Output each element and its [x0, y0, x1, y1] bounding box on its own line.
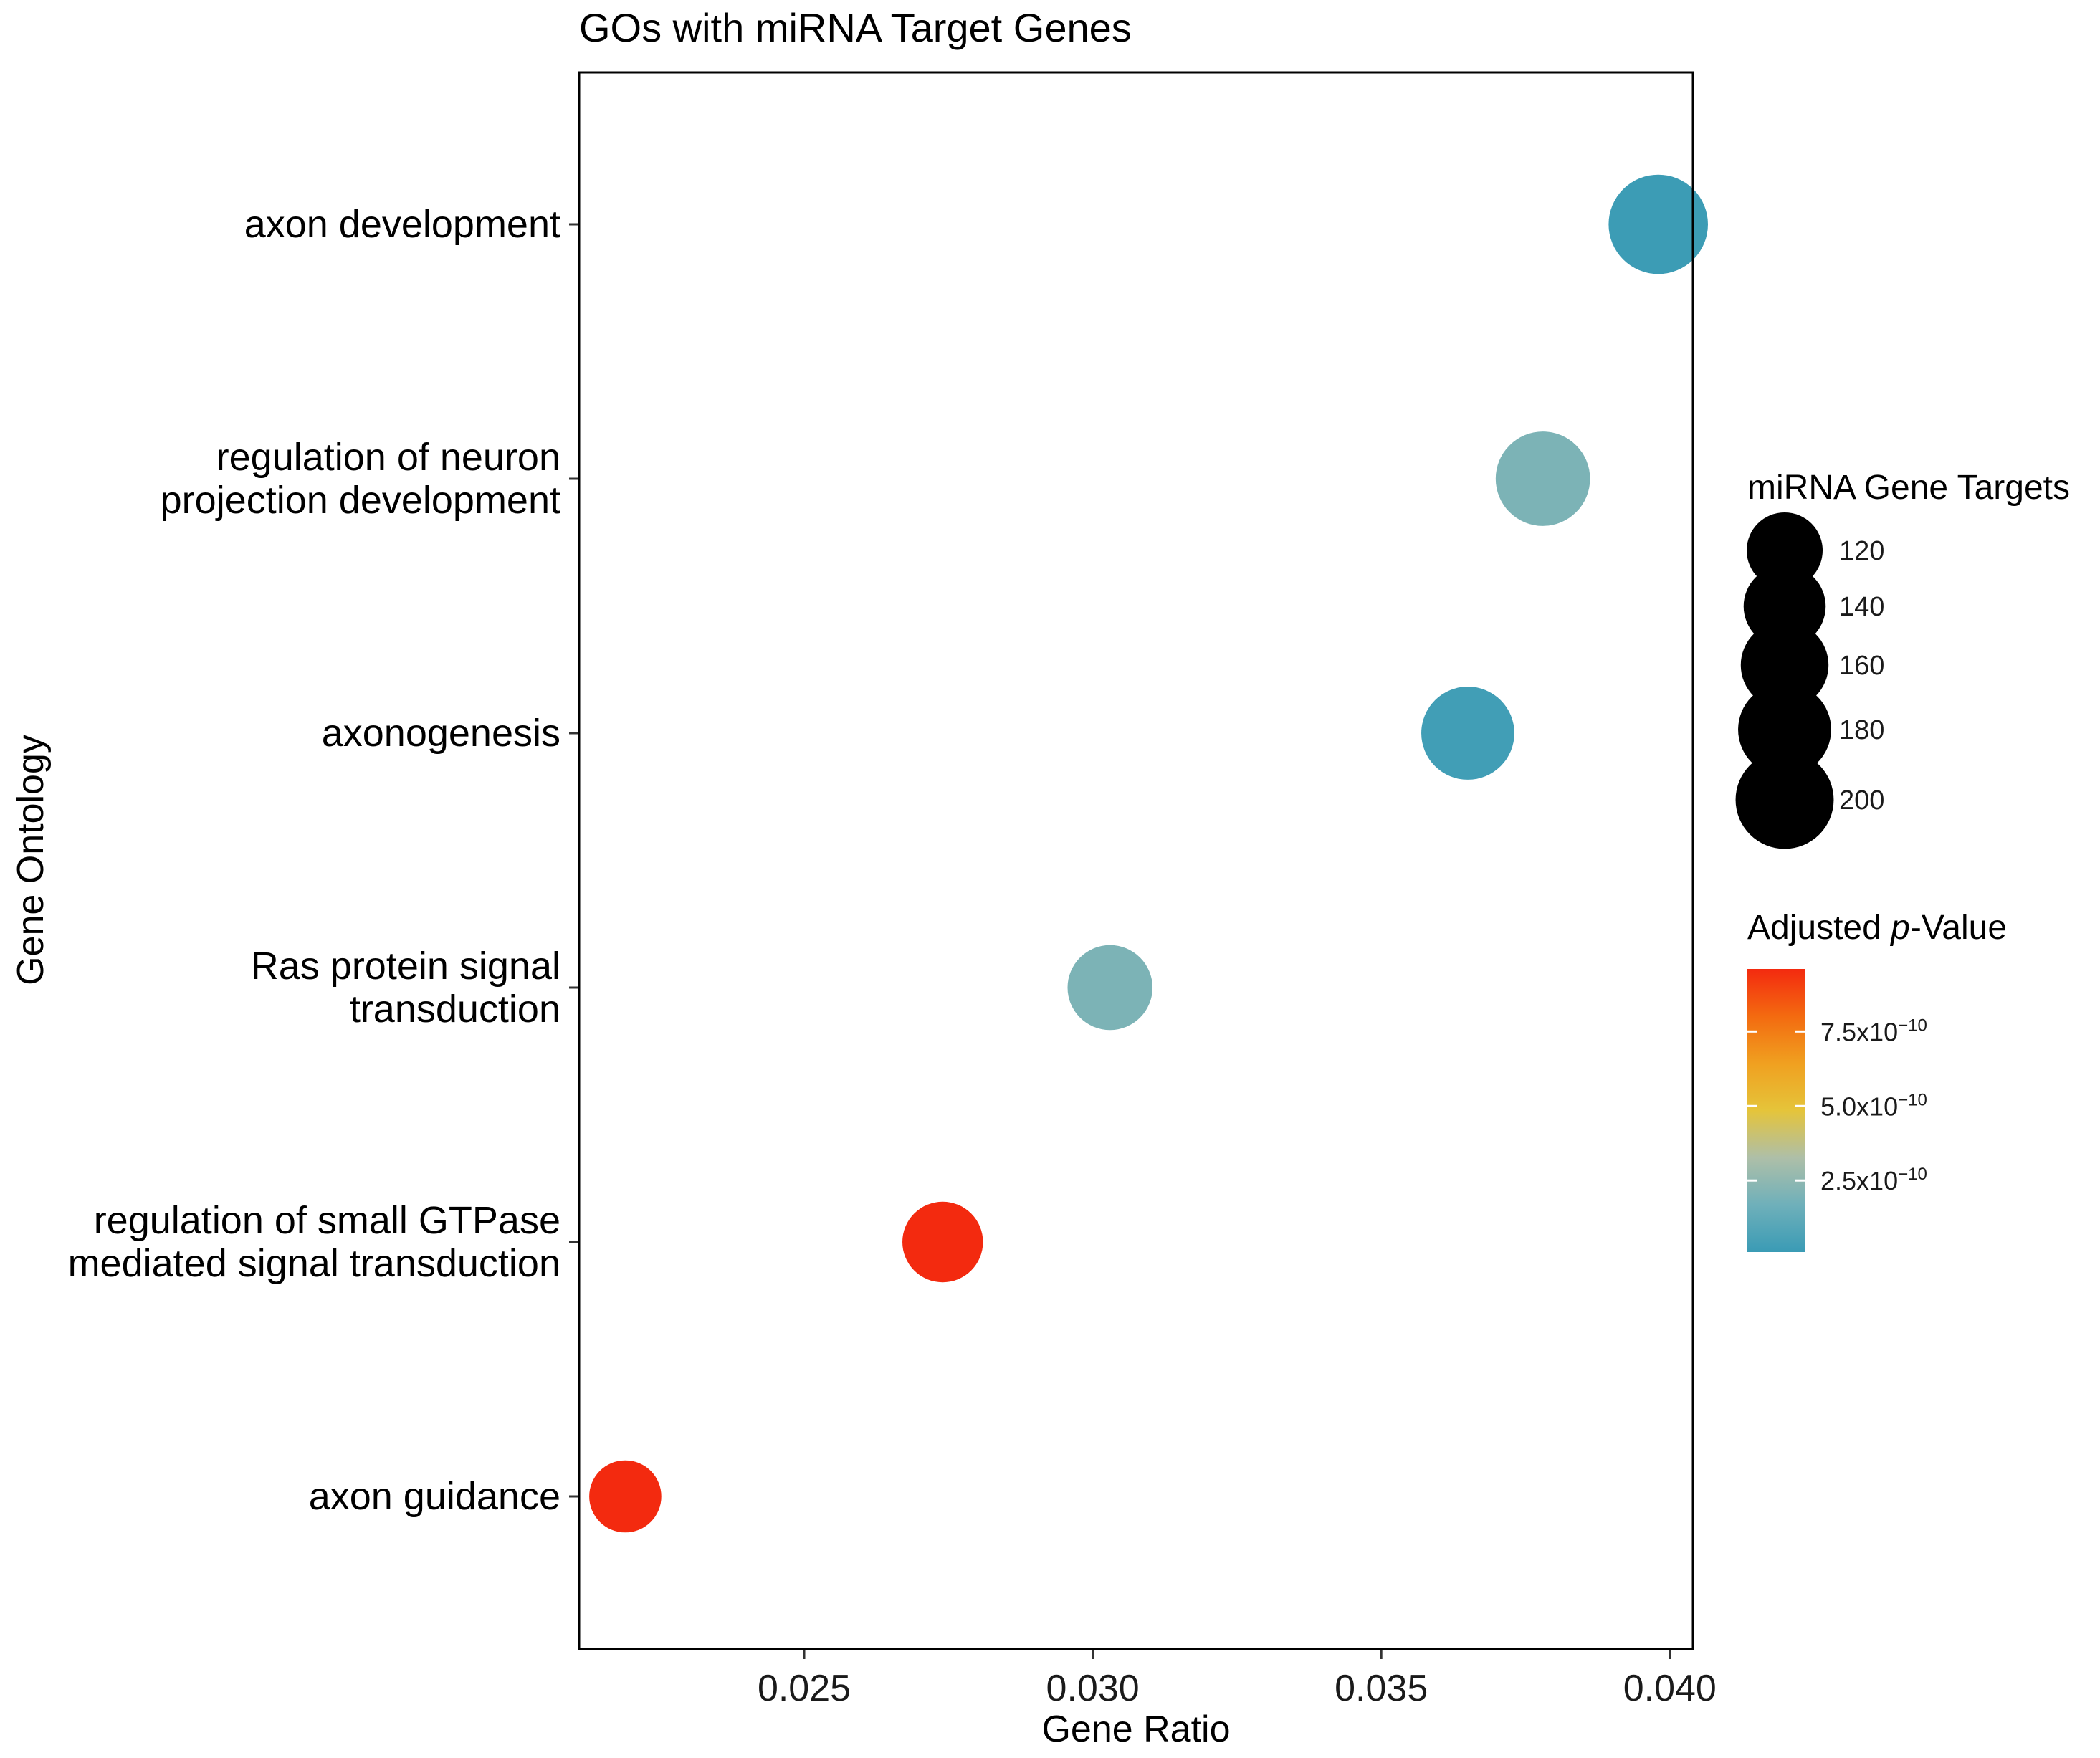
- size-legend-key: [1740, 621, 1829, 710]
- category-label: Ras protein signal transduction: [251, 945, 560, 1031]
- colorbar: [1747, 969, 1805, 1252]
- size-legend-label: 120: [1839, 536, 1884, 566]
- color-legend-title-suffix: -Value: [1910, 909, 2007, 947]
- colorbar-tick-label: 2.5x10−10: [1820, 1165, 1927, 1195]
- category-labels: axon development regulation of neuron proj…: [68, 203, 560, 1518]
- size-legend: 120 140 160 180 200: [1735, 512, 1884, 849]
- category-label-line: axonogenesis: [322, 712, 560, 755]
- category-label: regulation of neuron projection developme…: [161, 436, 560, 522]
- color-legend-title-italic: p: [1889, 909, 1910, 947]
- category-label: axonogenesis: [322, 712, 560, 755]
- data-point: [1421, 687, 1514, 780]
- category-label-line: projection development: [161, 479, 560, 522]
- category-label-line: axon development: [244, 203, 560, 246]
- y-axis-title: Gene Ontology: [10, 735, 52, 985]
- color-legend-title-prefix: Adjusted: [1747, 909, 1891, 947]
- x-tick-label: 0.035: [1335, 1668, 1428, 1709]
- category-label-line: transduction: [350, 988, 560, 1031]
- size-legend-label: 200: [1839, 785, 1884, 816]
- color-legend-title: Adjusted p-Value: [1747, 909, 2007, 947]
- size-legend-key: [1735, 750, 1834, 849]
- colorbar-tick-exponent: −10: [1898, 1165, 1927, 1184]
- category-label-line: axon guidance: [309, 1475, 560, 1518]
- colorbar-tick-label: 5.0x10−10: [1820, 1090, 1927, 1121]
- category-label-line: regulation of small GTPase: [94, 1199, 560, 1242]
- category-label-line: regulation of neuron: [216, 436, 560, 479]
- category-label: axon guidance: [309, 1475, 560, 1518]
- size-legend-label: 140: [1839, 592, 1884, 622]
- x-axis-title: Gene Ratio: [1041, 1709, 1230, 1750]
- data-point: [902, 1201, 983, 1283]
- colorbar-tick-mantissa: 5.0x10: [1820, 1091, 1898, 1121]
- colorbar-ticks: 2.5x10−105.0x10−107.5x10−10: [1747, 1016, 1927, 1195]
- colorbar-tick-exponent: −10: [1898, 1016, 1927, 1035]
- data-points: [589, 174, 1708, 1533]
- x-axis-ticks: 0.025 0.030 0.035 0.040: [758, 1649, 1717, 1709]
- category-label: axon development: [244, 203, 560, 246]
- x-tick-label: 0.025: [758, 1668, 851, 1709]
- colorbar-tick-label: 7.5x10−10: [1820, 1016, 1927, 1046]
- data-point: [1495, 431, 1590, 526]
- size-legend-label: 160: [1839, 651, 1884, 681]
- data-point: [1067, 945, 1153, 1031]
- size-legend-label: 180: [1839, 715, 1884, 745]
- size-legend-key: [1738, 683, 1831, 776]
- x-tick-label: 0.030: [1046, 1668, 1140, 1709]
- colorbar-tick-exponent: −10: [1898, 1090, 1927, 1109]
- colorbar-tick-mantissa: 7.5x10: [1820, 1017, 1898, 1046]
- data-point: [589, 1460, 662, 1533]
- category-label: regulation of small GTPase mediated signa…: [68, 1199, 560, 1285]
- category-label-line: Ras protein signal: [251, 945, 560, 988]
- x-tick-label: 0.040: [1623, 1668, 1717, 1709]
- size-legend-key: [1746, 512, 1823, 589]
- category-label-line: mediated signal transduction: [68, 1242, 560, 1285]
- size-legend-title: miRNA Gene Targets: [1747, 469, 2070, 507]
- chart-title: GOs with miRNA Target Genes: [579, 5, 1132, 50]
- plot-panel-border: [578, 71, 1694, 1650]
- colorbar-tick-mantissa: 2.5x10: [1820, 1166, 1898, 1195]
- y-axis-ticks: [569, 223, 579, 1498]
- data-point: [1608, 174, 1708, 274]
